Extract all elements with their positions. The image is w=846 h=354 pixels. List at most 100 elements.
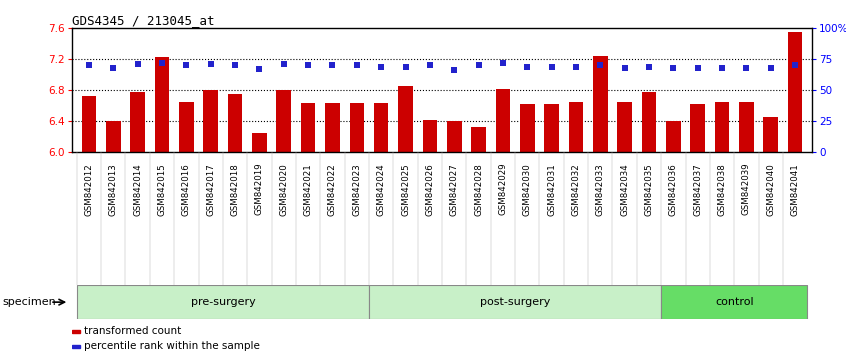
Text: GSM842029: GSM842029 bbox=[498, 163, 508, 216]
Point bbox=[594, 63, 607, 68]
Text: GSM842035: GSM842035 bbox=[645, 163, 653, 216]
Text: transformed count: transformed count bbox=[84, 326, 181, 336]
Point bbox=[496, 60, 509, 66]
Point bbox=[764, 65, 777, 71]
Text: GSM842040: GSM842040 bbox=[766, 163, 775, 216]
Text: GSM842030: GSM842030 bbox=[523, 163, 532, 216]
Bar bbox=[520, 104, 535, 152]
Bar bbox=[301, 103, 316, 152]
Bar bbox=[642, 92, 656, 152]
Text: GSM842034: GSM842034 bbox=[620, 163, 629, 216]
Text: GSM842025: GSM842025 bbox=[401, 163, 410, 216]
Text: specimen: specimen bbox=[3, 297, 57, 307]
Bar bbox=[496, 89, 510, 152]
Text: percentile rank within the sample: percentile rank within the sample bbox=[84, 341, 260, 351]
Bar bbox=[252, 133, 266, 152]
Text: GSM842032: GSM842032 bbox=[571, 163, 580, 216]
Point bbox=[618, 65, 631, 71]
Point bbox=[739, 65, 753, 71]
Point bbox=[82, 63, 96, 68]
Bar bbox=[369, 285, 662, 319]
Point bbox=[350, 63, 364, 68]
Text: GSM842039: GSM842039 bbox=[742, 163, 751, 216]
Bar bbox=[471, 127, 486, 152]
Bar bbox=[447, 121, 462, 152]
Text: GSM842023: GSM842023 bbox=[352, 163, 361, 216]
Bar bbox=[106, 121, 121, 152]
Text: GSM842021: GSM842021 bbox=[304, 163, 313, 216]
Point bbox=[472, 63, 486, 68]
Text: control: control bbox=[715, 297, 754, 307]
Bar bbox=[618, 102, 632, 152]
Text: GSM842018: GSM842018 bbox=[231, 163, 239, 216]
Bar bbox=[422, 120, 437, 152]
Text: GSM842031: GSM842031 bbox=[547, 163, 556, 216]
Text: GSM842016: GSM842016 bbox=[182, 163, 191, 216]
Point bbox=[179, 63, 193, 68]
Text: GSM842036: GSM842036 bbox=[669, 163, 678, 216]
Bar bbox=[130, 92, 145, 152]
Point bbox=[398, 64, 412, 70]
Bar bbox=[544, 104, 559, 152]
Point bbox=[204, 62, 217, 67]
Point bbox=[691, 65, 705, 71]
Point bbox=[375, 64, 388, 70]
Text: GSM842017: GSM842017 bbox=[206, 163, 215, 216]
Point bbox=[788, 63, 802, 68]
Bar bbox=[374, 103, 388, 152]
Text: GSM842027: GSM842027 bbox=[450, 163, 459, 216]
Bar bbox=[179, 102, 194, 152]
Text: GSM842033: GSM842033 bbox=[596, 163, 605, 216]
Bar bbox=[82, 97, 96, 152]
Point bbox=[107, 65, 120, 71]
Point bbox=[301, 63, 315, 68]
Text: GSM842020: GSM842020 bbox=[279, 163, 288, 216]
Bar bbox=[662, 285, 807, 319]
Bar bbox=[690, 104, 705, 152]
Point bbox=[253, 67, 266, 72]
Text: GSM842013: GSM842013 bbox=[109, 163, 118, 216]
Text: GSM842037: GSM842037 bbox=[693, 163, 702, 216]
Bar bbox=[763, 118, 778, 152]
Bar bbox=[203, 90, 218, 152]
Bar bbox=[398, 86, 413, 152]
Text: GDS4345 / 213045_at: GDS4345 / 213045_at bbox=[72, 14, 214, 27]
Text: GSM842014: GSM842014 bbox=[133, 163, 142, 216]
Bar bbox=[72, 330, 80, 333]
Text: GSM842026: GSM842026 bbox=[426, 163, 434, 216]
Bar bbox=[349, 103, 364, 152]
Text: GSM842019: GSM842019 bbox=[255, 163, 264, 216]
Bar bbox=[325, 103, 340, 152]
Point bbox=[131, 62, 145, 67]
Point bbox=[520, 64, 534, 70]
Text: GSM842015: GSM842015 bbox=[157, 163, 167, 216]
Bar bbox=[277, 90, 291, 152]
Point bbox=[423, 63, 437, 68]
Bar bbox=[788, 32, 802, 152]
Bar bbox=[569, 102, 583, 152]
Point bbox=[667, 65, 680, 71]
Point bbox=[326, 63, 339, 68]
Point bbox=[545, 64, 558, 70]
Point bbox=[642, 64, 656, 70]
Text: GSM842028: GSM842028 bbox=[474, 163, 483, 216]
Text: GSM842024: GSM842024 bbox=[376, 163, 386, 216]
Point bbox=[569, 64, 583, 70]
Text: GSM842022: GSM842022 bbox=[328, 163, 337, 216]
Bar bbox=[593, 56, 607, 152]
Bar bbox=[715, 102, 729, 152]
Bar bbox=[155, 57, 169, 152]
Bar bbox=[77, 285, 369, 319]
Point bbox=[228, 63, 242, 68]
Point bbox=[448, 68, 461, 73]
Bar bbox=[72, 345, 80, 348]
Text: post-surgery: post-surgery bbox=[480, 297, 550, 307]
Text: GSM842012: GSM842012 bbox=[85, 163, 93, 216]
Text: GSM842041: GSM842041 bbox=[791, 163, 799, 216]
Bar bbox=[739, 102, 754, 152]
Bar bbox=[228, 94, 242, 152]
Bar bbox=[666, 121, 681, 152]
Point bbox=[155, 60, 168, 66]
Point bbox=[716, 65, 729, 71]
Point bbox=[277, 62, 290, 67]
